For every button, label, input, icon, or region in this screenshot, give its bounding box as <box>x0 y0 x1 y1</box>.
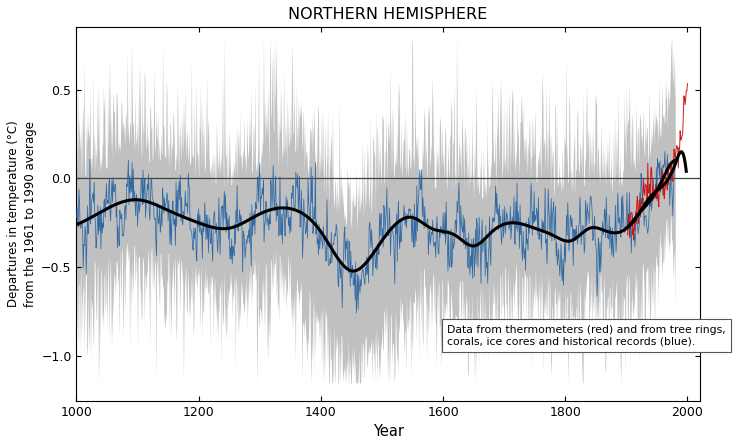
X-axis label: Year: Year <box>373 424 404 439</box>
Text: Data from thermometers (red) and from tree rings,
corals, ice cores and historic: Data from thermometers (red) and from tr… <box>447 325 726 346</box>
Title: NORTHERN HEMISPHERE: NORTHERN HEMISPHERE <box>289 7 488 22</box>
Y-axis label: Departures in temperature (°C)
from the 1961 to 1990 average: Departures in temperature (°C) from the … <box>7 120 37 307</box>
